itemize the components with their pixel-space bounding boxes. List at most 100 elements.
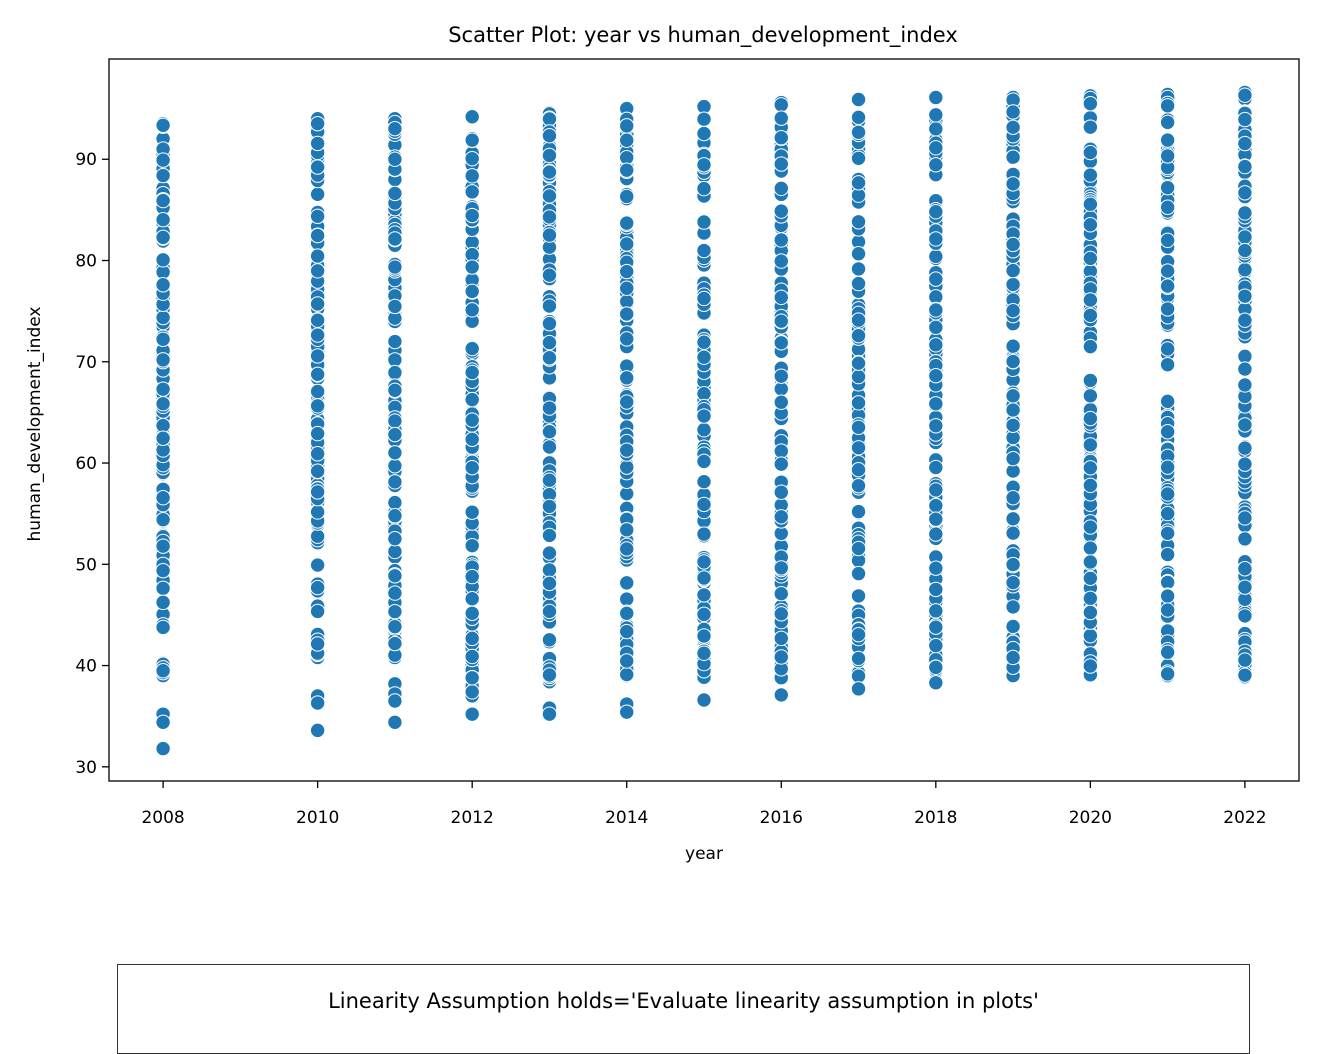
data-point [1082,554,1099,570]
data-point [850,503,867,520]
data-point [464,670,480,686]
data-point [928,459,944,476]
data-point [1159,424,1176,440]
data-point [1237,229,1253,245]
data-point [387,426,403,443]
data-point [1237,135,1253,152]
data-point [309,327,326,343]
data-point [1237,262,1253,278]
data-point [1159,232,1176,249]
data-point [309,383,326,400]
data-point [387,508,403,524]
data-point [1082,658,1099,674]
data-point [541,400,558,416]
data-point [309,579,326,596]
data-point [1082,604,1099,621]
x-tick-label: 2018 [914,808,957,828]
data-point [1005,599,1021,615]
data-point [696,628,712,644]
data-point [773,203,789,219]
x-axis-ticks: 2008 2010 2012 2014 2016 2018 2020 2022 [141,781,1267,828]
data-point [387,259,403,275]
data-point [541,545,558,561]
data-point [309,504,326,520]
data-point [1237,417,1253,433]
data-point [928,319,944,336]
data-point [1005,450,1021,467]
data-point [773,509,789,525]
data-point [464,630,480,647]
data-point [1237,667,1253,683]
data-point [309,227,326,244]
data-point [1159,505,1176,522]
data-point [309,425,326,442]
data-point [387,635,403,652]
data-point [1237,242,1253,259]
data-point [928,231,944,247]
data-point [387,585,403,601]
y-axis-ticks: 30 40 50 60 70 80 90 [75,150,109,778]
data-point [850,419,867,436]
data-point [1159,301,1176,317]
data-point [387,474,403,490]
data-point [541,315,558,332]
data-point [928,526,944,542]
data-point [1005,119,1021,136]
data-point [309,348,326,364]
data-point [1082,519,1099,535]
y-tick-label: 70 [75,353,97,373]
data-point [309,159,326,175]
data-point [850,540,867,557]
data-point [155,167,171,184]
x-tick-label: 2020 [1069,808,1112,828]
data-point [541,334,558,351]
data-point [1237,361,1253,377]
data-point [387,618,403,635]
data-point [541,128,558,144]
data-point [541,472,558,488]
data-point [464,207,480,224]
data-point [387,151,403,167]
data-point [928,204,944,220]
data-point [928,157,944,173]
data-point [1237,456,1253,472]
data-point [928,418,944,434]
data-point [1005,388,1021,404]
data-point [850,91,867,108]
data-point [1005,649,1021,666]
data-point [155,538,171,554]
x-tick-label: 2010 [296,808,339,828]
data-point [1237,440,1253,456]
data-point [1159,179,1176,196]
data-point [773,232,789,248]
data-point [1082,119,1099,135]
data-point [850,109,867,126]
data-point [928,619,944,635]
data-point [928,659,944,676]
data-point [928,89,944,106]
data-point [773,456,789,472]
data-point [696,587,712,603]
data-point [309,208,326,224]
data-point [773,110,789,126]
data-point [541,298,558,314]
data-point [155,331,171,347]
data-point [619,236,635,252]
data-point [464,431,480,448]
data-point [387,231,403,247]
data-point [1005,104,1021,120]
data-point [619,459,635,475]
data-point [619,306,635,322]
data-point [1159,114,1176,131]
data-point [464,109,480,125]
y-axis-label: human_development_index [25,307,45,542]
data-point [850,588,867,604]
data-point [541,603,558,620]
data-point [1237,312,1253,328]
data-point [850,312,867,328]
data-point [773,394,789,410]
data-point [696,157,712,173]
data-point [928,581,944,598]
data-point [541,209,558,225]
x-tick-label: 2012 [451,808,494,828]
